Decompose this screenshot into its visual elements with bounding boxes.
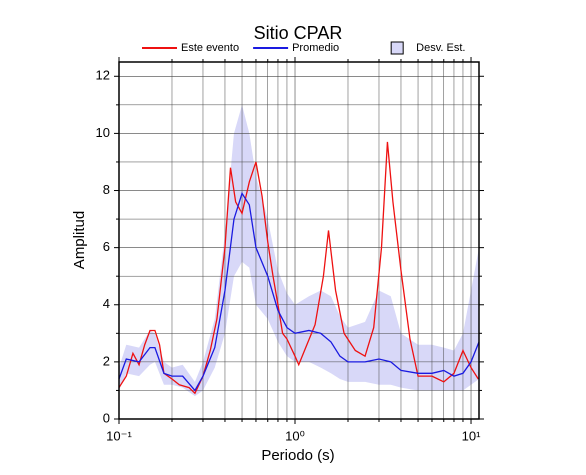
series-line [118,191,480,392]
plot-frame [118,61,480,420]
std-band [119,104,479,397]
x-axis-label: Periodo (s) [261,447,334,464]
y-tick-label: 4 [103,296,110,311]
y-tick-label: 6 [103,239,110,254]
y-tick-label: 0 [103,410,110,425]
legend-label: Este evento [181,42,239,54]
x-tick-label: 10¹ [462,428,481,443]
y-tick-label: 2 [103,353,110,368]
series-line [118,141,479,395]
y-tick-label: 12 [96,68,110,83]
y-axis-label: Amplitud [71,211,88,269]
y-tick-label: 8 [103,182,110,197]
x-tick-label: 10⁰ [285,428,305,443]
legend-swatch [390,41,404,55]
legend-label: Desv. Est. [416,42,465,54]
chart-title: Sitio CPAR [254,23,343,43]
x-tick-label: 10⁻¹ [106,428,132,443]
y-tick-label: 10 [96,125,110,140]
legend-label: Promedio [292,42,339,54]
